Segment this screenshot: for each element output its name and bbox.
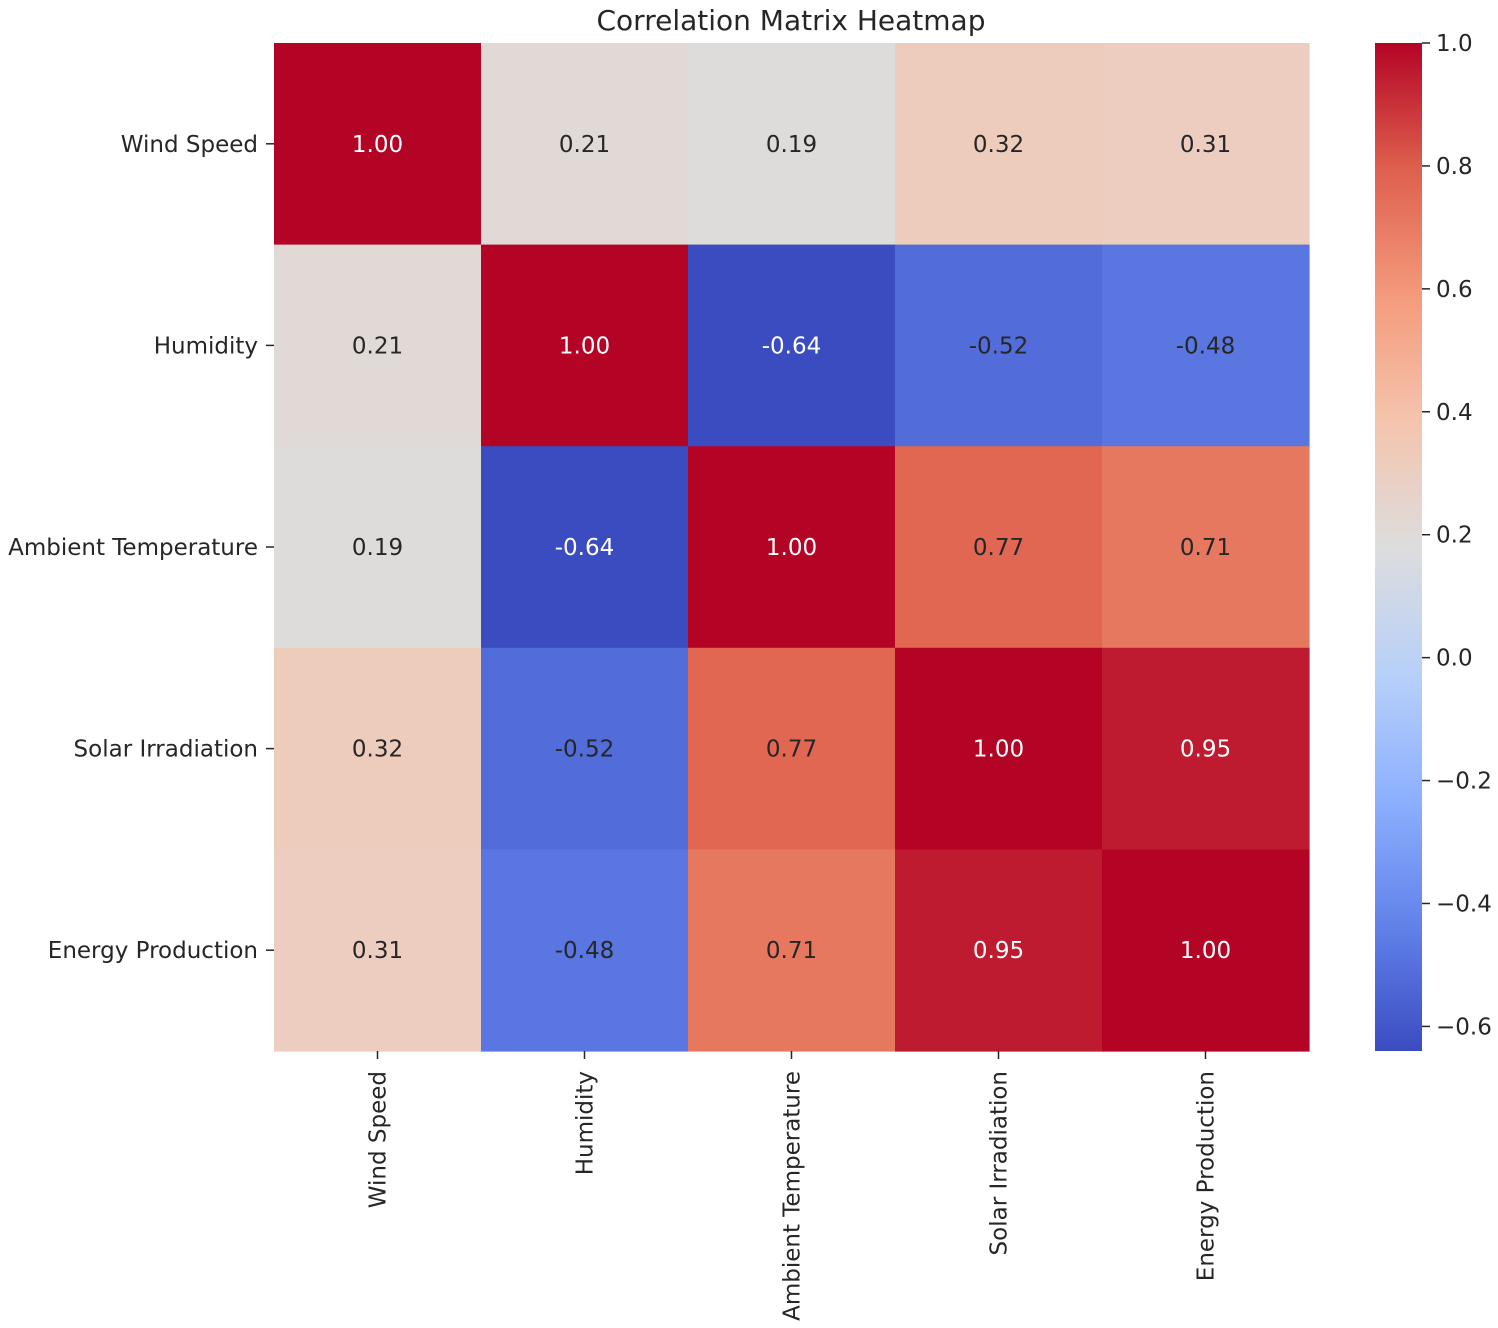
heatmap-cells xyxy=(274,43,1310,1052)
column-label: Solar Irradiation xyxy=(987,1071,1013,1255)
heatmap-cell-3-4 xyxy=(1102,647,1310,850)
cell-annotation-0-0: 1.00 xyxy=(352,132,403,158)
heatmap-cell-1-1 xyxy=(481,244,689,447)
heatmap-cell-1-4 xyxy=(1102,244,1310,447)
heatmap-cell-3-2 xyxy=(688,647,896,850)
heatmap-cell-2-1 xyxy=(481,446,689,649)
colorbar: 1.0 0.8 0.6 0.4 0.2 0.0 −0.2 −0.4 −0.6 xyxy=(1375,31,1492,1051)
cell-annotation-0-2: 0.19 xyxy=(766,132,817,158)
cell-annotation-3-1: -0.52 xyxy=(555,737,615,763)
heatmap-cell-2-2 xyxy=(688,446,896,649)
heatmap-cell-4-0 xyxy=(274,849,482,1052)
cell-annotation-1-2: -0.64 xyxy=(762,333,822,359)
colorbar-tick-label: 1.0 xyxy=(1436,31,1473,57)
cell-annotation-1-0: 0.21 xyxy=(352,333,403,359)
heatmap-cell-4-4 xyxy=(1102,849,1310,1052)
heatmap-cell-2-0 xyxy=(274,446,482,649)
row-tick-labels: Wind Speed Humidity Ambient Temperature Sol… xyxy=(8,132,274,964)
heatmap-cell-2-3 xyxy=(895,446,1103,649)
heatmap-cell-4-3 xyxy=(895,849,1103,1052)
cell-annotation-4-4: 1.00 xyxy=(1180,938,1231,964)
cell-annotation-2-0: 0.19 xyxy=(352,535,403,561)
heatmap-cell-1-0 xyxy=(274,244,482,447)
cell-annotation-3-0: 0.32 xyxy=(352,737,403,763)
colorbar-tick-label: −0.2 xyxy=(1436,769,1492,795)
colorbar-tick-label: −0.4 xyxy=(1436,891,1492,917)
colorbar-gradient xyxy=(1375,43,1422,1051)
heatmap-cell-1-3 xyxy=(895,244,1103,447)
cell-annotation-0-1: 0.21 xyxy=(559,132,610,158)
cell-annotation-2-2: 1.00 xyxy=(766,535,817,561)
cell-annotation-3-2: 0.77 xyxy=(766,737,817,763)
column-tick-labels: Wind Speed Humidity Ambient Temperature Sol… xyxy=(366,1051,1220,1321)
column-label: Energy Production xyxy=(1194,1071,1220,1281)
heatmap-cell-0-4 xyxy=(1102,43,1310,246)
heatmap-cell-0-2 xyxy=(688,43,896,246)
cell-annotation-2-3: 0.77 xyxy=(973,535,1024,561)
colorbar-tick-label: 0.2 xyxy=(1436,523,1473,549)
chart-title: Correlation Matrix Heatmap xyxy=(597,4,986,37)
row-label: Solar Irradiation xyxy=(74,737,258,763)
cell-annotation-0-4: 0.31 xyxy=(1180,132,1231,158)
colorbar-tick-label: 0.6 xyxy=(1436,277,1473,303)
cell-annotation-2-4: 0.71 xyxy=(1180,535,1231,561)
heatmap-cell-0-1 xyxy=(481,43,689,246)
cell-annotation-1-3: -0.52 xyxy=(969,333,1029,359)
heatmap-cell-4-1 xyxy=(481,849,689,1052)
heatmap-cell-3-1 xyxy=(481,647,689,850)
cell-annotation-4-1: -0.48 xyxy=(555,938,615,964)
row-label: Wind Speed xyxy=(121,132,258,158)
row-label: Humidity xyxy=(154,333,258,359)
cell-annotation-3-4: 0.95 xyxy=(1180,737,1231,763)
heatmap-cell-3-3 xyxy=(895,647,1103,850)
column-label: Ambient Temperature xyxy=(780,1071,806,1321)
cell-annotation-4-0: 0.31 xyxy=(352,938,403,964)
cell-annotation-3-3: 1.00 xyxy=(973,737,1024,763)
cell-annotation-1-4: -0.48 xyxy=(1176,333,1236,359)
column-label: Wind Speed xyxy=(366,1071,392,1208)
heatmap-cell-4-2 xyxy=(688,849,896,1052)
cell-annotation-4-2: 0.71 xyxy=(766,938,817,964)
cell-annotation-0-3: 0.32 xyxy=(973,132,1024,158)
heatmap-cell-0-3 xyxy=(895,43,1103,246)
heatmap-annotations: 1.00 0.21 0.19 0.32 0.31 0.21 1.00 -0.64 -0.52 -0… xyxy=(352,132,1235,964)
heatmap-cell-0-0 xyxy=(274,43,482,246)
cell-annotation-1-1: 1.00 xyxy=(559,333,610,359)
heatmap-cell-2-4 xyxy=(1102,446,1310,649)
row-label: Ambient Temperature xyxy=(8,535,258,561)
row-label: Energy Production xyxy=(48,938,258,964)
heatmap-cell-3-0 xyxy=(274,647,482,850)
heatmap-cell-1-2 xyxy=(688,244,896,447)
colorbar-tick-label: 0.4 xyxy=(1436,400,1473,426)
cell-annotation-2-1: -0.64 xyxy=(555,535,615,561)
column-label: Humidity xyxy=(573,1071,599,1175)
colorbar-tick-label: −0.6 xyxy=(1436,1014,1492,1040)
colorbar-tick-label: 0.0 xyxy=(1436,646,1473,672)
colorbar-tick-label: 0.8 xyxy=(1436,154,1473,180)
cell-annotation-4-3: 0.95 xyxy=(973,938,1024,964)
